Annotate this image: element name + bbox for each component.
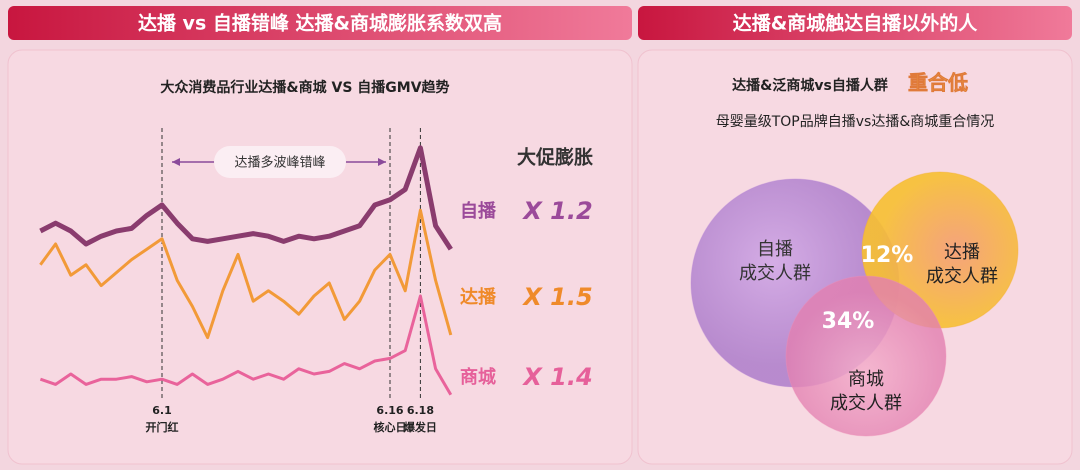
series-line bbox=[39, 145, 453, 251]
set-label: 达播 bbox=[944, 242, 980, 263]
legend-label: 商城 bbox=[460, 366, 496, 388]
set-label: 商城 bbox=[848, 369, 884, 390]
legend-title: 大促膨胀 bbox=[517, 146, 593, 169]
overlap-label: 34% bbox=[822, 309, 875, 334]
annotation-pill bbox=[214, 146, 346, 178]
set-label: 成交人群 bbox=[830, 393, 902, 414]
header: 达播&商城触达自播以外的人 bbox=[733, 12, 979, 35]
header-bar bbox=[638, 6, 1072, 40]
set-label: 成交人群 bbox=[739, 263, 811, 284]
chart-title: 大众消费品行业达播&商城 VS 自播GMV趋势 bbox=[160, 79, 449, 96]
annotation: 达播多波峰错峰 bbox=[234, 155, 325, 171]
panel bbox=[7, 49, 633, 465]
series-line bbox=[39, 208, 453, 340]
x-tick-label: 6.18 bbox=[407, 404, 434, 417]
x-tick-note: 核心日 bbox=[374, 420, 407, 434]
x-tick-note: 爆发日 bbox=[404, 420, 437, 434]
x-tick-label: 6.1 bbox=[152, 404, 172, 417]
overlap-label: 12% bbox=[861, 243, 914, 268]
legend-label: 达播 bbox=[460, 286, 497, 308]
set-label: 成交人群 bbox=[926, 266, 998, 287]
venn-circle bbox=[785, 275, 947, 437]
legend-label: 自播 bbox=[460, 200, 497, 222]
x-tick-note: 开门红 bbox=[146, 420, 179, 434]
expansion-label: X 1.4 bbox=[521, 363, 592, 391]
x-tick-label: 6.16 bbox=[376, 404, 403, 417]
header-bar bbox=[8, 6, 632, 40]
expansion-label: X 1.5 bbox=[521, 283, 592, 311]
set-label: 自播 bbox=[757, 239, 793, 260]
header: 达播 vs 自播错峰 达播&商城膨胀系数双高 bbox=[138, 12, 502, 35]
expansion-label: X 1.2 bbox=[521, 197, 592, 225]
title-highlight: 重合低 bbox=[908, 71, 968, 95]
series-line bbox=[39, 294, 453, 396]
chart-title: 达播&泛商城vs自播人群 bbox=[732, 77, 888, 94]
subtitle: 母婴量级TOP品牌自播vs达播&商城重合情况 bbox=[716, 113, 995, 130]
